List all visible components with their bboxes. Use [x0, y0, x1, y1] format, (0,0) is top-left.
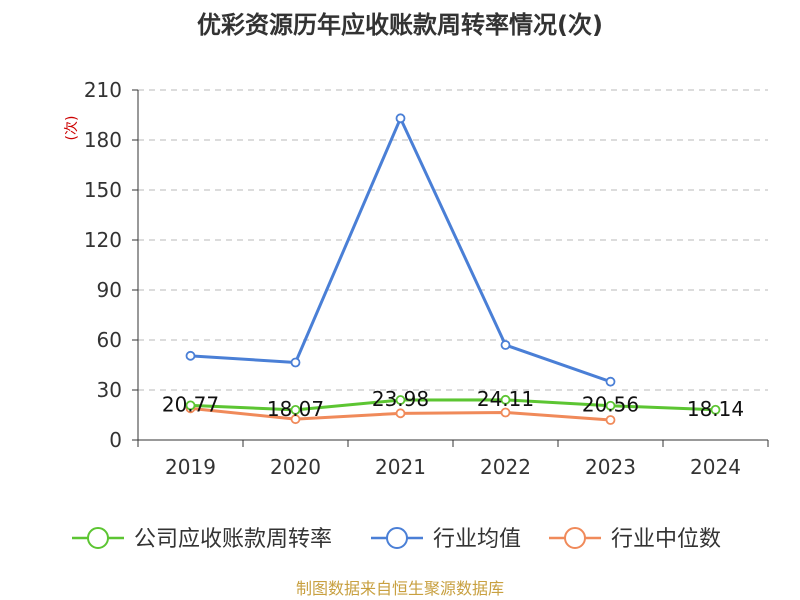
data-labels: 20.77 18.07 23.98 24.11 20.56 18.14 [162, 387, 744, 421]
y-tick-label: 0 [109, 428, 122, 452]
data-point[interactable] [395, 113, 406, 124]
legend-label: 公司应收账款周转率 [134, 527, 332, 552]
series-line [190, 398, 716, 412]
data-point[interactable] [500, 407, 511, 418]
data-point[interactable] [710, 404, 721, 415]
y-tick-label: 120 [84, 228, 122, 252]
y-tick-label: 150 [84, 178, 122, 202]
data-point[interactable] [395, 408, 406, 419]
source-note: 制图数据来自恒生聚源数据库 [296, 579, 504, 598]
x-axis: 2019 2020 2021 2022 2023 2024 [137, 439, 769, 479]
data-label: 20.77 [162, 392, 219, 416]
data-point[interactable] [290, 414, 301, 425]
series-group [185, 113, 721, 425]
data-point[interactable] [185, 350, 196, 361]
legend-item[interactable]: 行业中位数 [549, 527, 721, 552]
series-line [190, 116, 611, 384]
x-tick-label: 2023 [585, 455, 636, 479]
y-tick-label: 90 [97, 278, 122, 302]
data-point[interactable] [605, 415, 616, 425]
data-point[interactable] [290, 404, 301, 415]
y-axis-unit-label: (次) [64, 116, 80, 141]
legend-marker [87, 527, 109, 549]
grid-lines [138, 89, 768, 391]
legend-item[interactable]: 公司应收账款周转率 [72, 527, 332, 552]
x-tick-label: 2022 [480, 455, 531, 479]
data-point[interactable] [605, 376, 616, 387]
data-point[interactable] [395, 395, 406, 405]
data-point[interactable] [290, 357, 301, 368]
data-point[interactable] [500, 394, 511, 405]
legend-label: 行业中位数 [611, 527, 721, 552]
data-point[interactable] [500, 340, 511, 350]
y-tick-label: 180 [84, 128, 122, 152]
y-tick-label: 60 [97, 328, 122, 352]
data-point[interactable] [605, 400, 616, 411]
data-label: 23.98 [372, 387, 429, 411]
data-point[interactable] [185, 400, 196, 411]
legend-marker [564, 527, 586, 549]
y-tick-label: 210 [84, 78, 122, 102]
data-label: 18.07 [267, 397, 324, 421]
legend-marker [386, 527, 408, 549]
chart-title: 优彩资源历年应收账款周转率情况(次) [197, 11, 603, 39]
legend-item[interactable]: 行业均值 [371, 527, 521, 552]
x-tick-label: 2024 [690, 455, 741, 479]
legend[interactable]: 公司应收账款周转率 行业均值 行业中位数 [72, 527, 721, 552]
x-tick-label: 2020 [270, 455, 321, 479]
data-label: 18.14 [687, 397, 744, 421]
data-label: 20.56 [582, 393, 639, 417]
data-label: 24.11 [477, 387, 534, 411]
x-tick-label: 2019 [165, 455, 216, 479]
x-tick-label: 2021 [375, 455, 426, 479]
y-axis: 0 30 60 90 120 150 180 210 [84, 78, 139, 452]
y-tick-label: 30 [97, 378, 122, 402]
legend-label: 行业均值 [433, 527, 521, 552]
